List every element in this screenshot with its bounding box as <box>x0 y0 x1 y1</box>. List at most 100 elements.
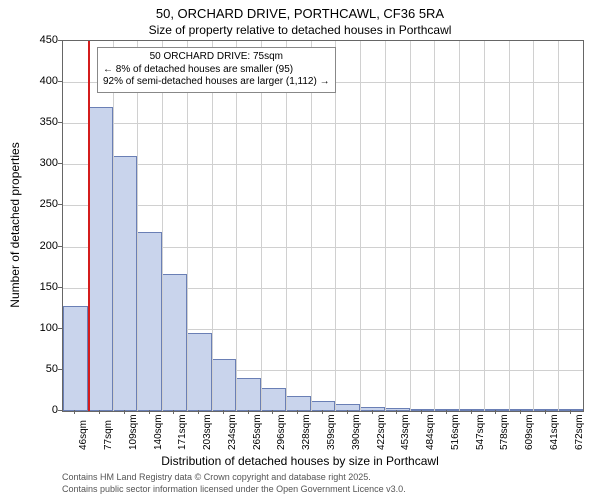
y-tick-label: 450 <box>18 34 58 46</box>
y-tick-mark <box>58 369 62 370</box>
grid-line-h <box>63 164 583 165</box>
grid-line-v <box>385 41 386 411</box>
x-tick-label: 328sqm <box>301 414 312 450</box>
y-tick-label: 0 <box>18 404 58 416</box>
y-tick-label: 300 <box>18 157 58 169</box>
x-tick-label: 578sqm <box>499 414 510 450</box>
x-tick-mark <box>99 410 100 414</box>
annotation-line-3: 92% of semi-detached houses are larger (… <box>103 76 330 89</box>
histogram-bar <box>286 396 311 411</box>
histogram-bar <box>187 333 212 411</box>
y-tick-mark <box>58 122 62 123</box>
grid-line-v <box>533 41 534 411</box>
x-tick-mark <box>347 410 348 414</box>
x-tick-mark <box>198 410 199 414</box>
grid-line-v <box>360 41 361 411</box>
histogram-bar <box>236 378 261 411</box>
grid-line-v <box>558 41 559 411</box>
histogram-bar <box>113 156 138 411</box>
y-tick-label: 50 <box>18 363 58 375</box>
y-tick-label: 100 <box>18 322 58 334</box>
x-tick-mark <box>248 410 249 414</box>
grid-line-v <box>113 41 114 411</box>
annotation-line-2: ← 8% of detached houses are smaller (95) <box>103 64 330 77</box>
histogram-bar <box>88 107 113 411</box>
chart-subtitle: Size of property relative to detached ho… <box>0 21 600 37</box>
x-tick-label: 453sqm <box>400 414 411 450</box>
x-tick-mark <box>471 410 472 414</box>
y-tick-label: 200 <box>18 240 58 252</box>
grid-line-h <box>63 205 583 206</box>
x-tick-mark <box>421 410 422 414</box>
x-tick-label: 547sqm <box>475 414 486 450</box>
y-tick-mark <box>58 287 62 288</box>
grid-line-v <box>236 41 237 411</box>
grid-line-v <box>459 41 460 411</box>
histogram-bar <box>533 409 558 411</box>
grid-line-v <box>137 41 138 411</box>
x-tick-label: 672sqm <box>574 414 585 450</box>
x-tick-label: 390sqm <box>351 414 362 450</box>
y-tick-label: 400 <box>18 75 58 87</box>
histogram-bar <box>137 232 162 411</box>
x-tick-label: 422sqm <box>376 414 387 450</box>
x-tick-mark <box>223 410 224 414</box>
grid-line-v <box>286 41 287 411</box>
x-tick-label: 171sqm <box>177 414 188 450</box>
annotation-box: 50 ORCHARD DRIVE: 75sqm← 8% of detached … <box>97 47 336 93</box>
grid-line-v <box>434 41 435 411</box>
chart-container: 50, ORCHARD DRIVE, PORTHCAWL, CF36 5RA S… <box>0 0 600 500</box>
x-tick-mark <box>173 410 174 414</box>
x-tick-mark <box>545 410 546 414</box>
histogram-bar <box>261 388 286 411</box>
y-tick-mark <box>58 410 62 411</box>
histogram-bar <box>459 409 484 411</box>
grid-line-v <box>484 41 485 411</box>
y-tick-mark <box>58 246 62 247</box>
x-tick-mark <box>495 410 496 414</box>
plot-area: 50 ORCHARD DRIVE: 75sqm← 8% of detached … <box>62 40 584 412</box>
x-tick-mark <box>396 410 397 414</box>
histogram-bar <box>63 306 88 411</box>
x-axis-label: Distribution of detached houses by size … <box>0 454 600 468</box>
x-tick-label: 77sqm <box>103 420 114 450</box>
annotation-line-1: 50 ORCHARD DRIVE: 75sqm <box>103 51 330 64</box>
x-tick-label: 296sqm <box>276 414 287 450</box>
x-tick-label: 265sqm <box>252 414 263 450</box>
grid-line-v <box>509 41 510 411</box>
x-tick-mark <box>272 410 273 414</box>
marker-line <box>88 41 90 411</box>
x-tick-label: 109sqm <box>128 414 139 450</box>
histogram-bar <box>360 407 385 411</box>
x-tick-label: 609sqm <box>524 414 535 450</box>
x-tick-mark <box>570 410 571 414</box>
x-tick-label: 234sqm <box>227 414 238 450</box>
y-tick-mark <box>58 204 62 205</box>
histogram-bar <box>558 409 583 411</box>
x-tick-mark <box>446 410 447 414</box>
x-tick-label: 359sqm <box>326 414 337 450</box>
y-tick-mark <box>58 163 62 164</box>
x-tick-label: 484sqm <box>425 414 436 450</box>
y-tick-label: 250 <box>18 198 58 210</box>
y-tick-mark <box>58 81 62 82</box>
x-tick-mark <box>124 410 125 414</box>
x-tick-label: 46sqm <box>78 420 89 450</box>
x-tick-label: 516sqm <box>450 414 461 450</box>
chart-title: 50, ORCHARD DRIVE, PORTHCAWL, CF36 5RA <box>0 0 600 21</box>
grid-line-v <box>410 41 411 411</box>
x-tick-mark <box>322 410 323 414</box>
histogram-bar <box>212 359 237 411</box>
x-tick-mark <box>372 410 373 414</box>
y-tick-mark <box>58 40 62 41</box>
grid-line-v <box>261 41 262 411</box>
histogram-bar <box>335 404 360 411</box>
grid-line-h <box>63 123 583 124</box>
x-tick-mark <box>520 410 521 414</box>
grid-line-v <box>335 41 336 411</box>
footnote-line-1: Contains HM Land Registry data © Crown c… <box>62 472 371 482</box>
x-tick-mark <box>149 410 150 414</box>
histogram-bar <box>434 409 459 411</box>
histogram-bar <box>162 274 187 411</box>
x-tick-label: 203sqm <box>202 414 213 450</box>
